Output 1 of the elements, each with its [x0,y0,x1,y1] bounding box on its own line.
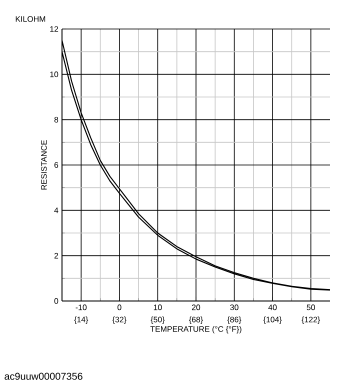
text: ac9uuw00007356 [4,372,82,380]
